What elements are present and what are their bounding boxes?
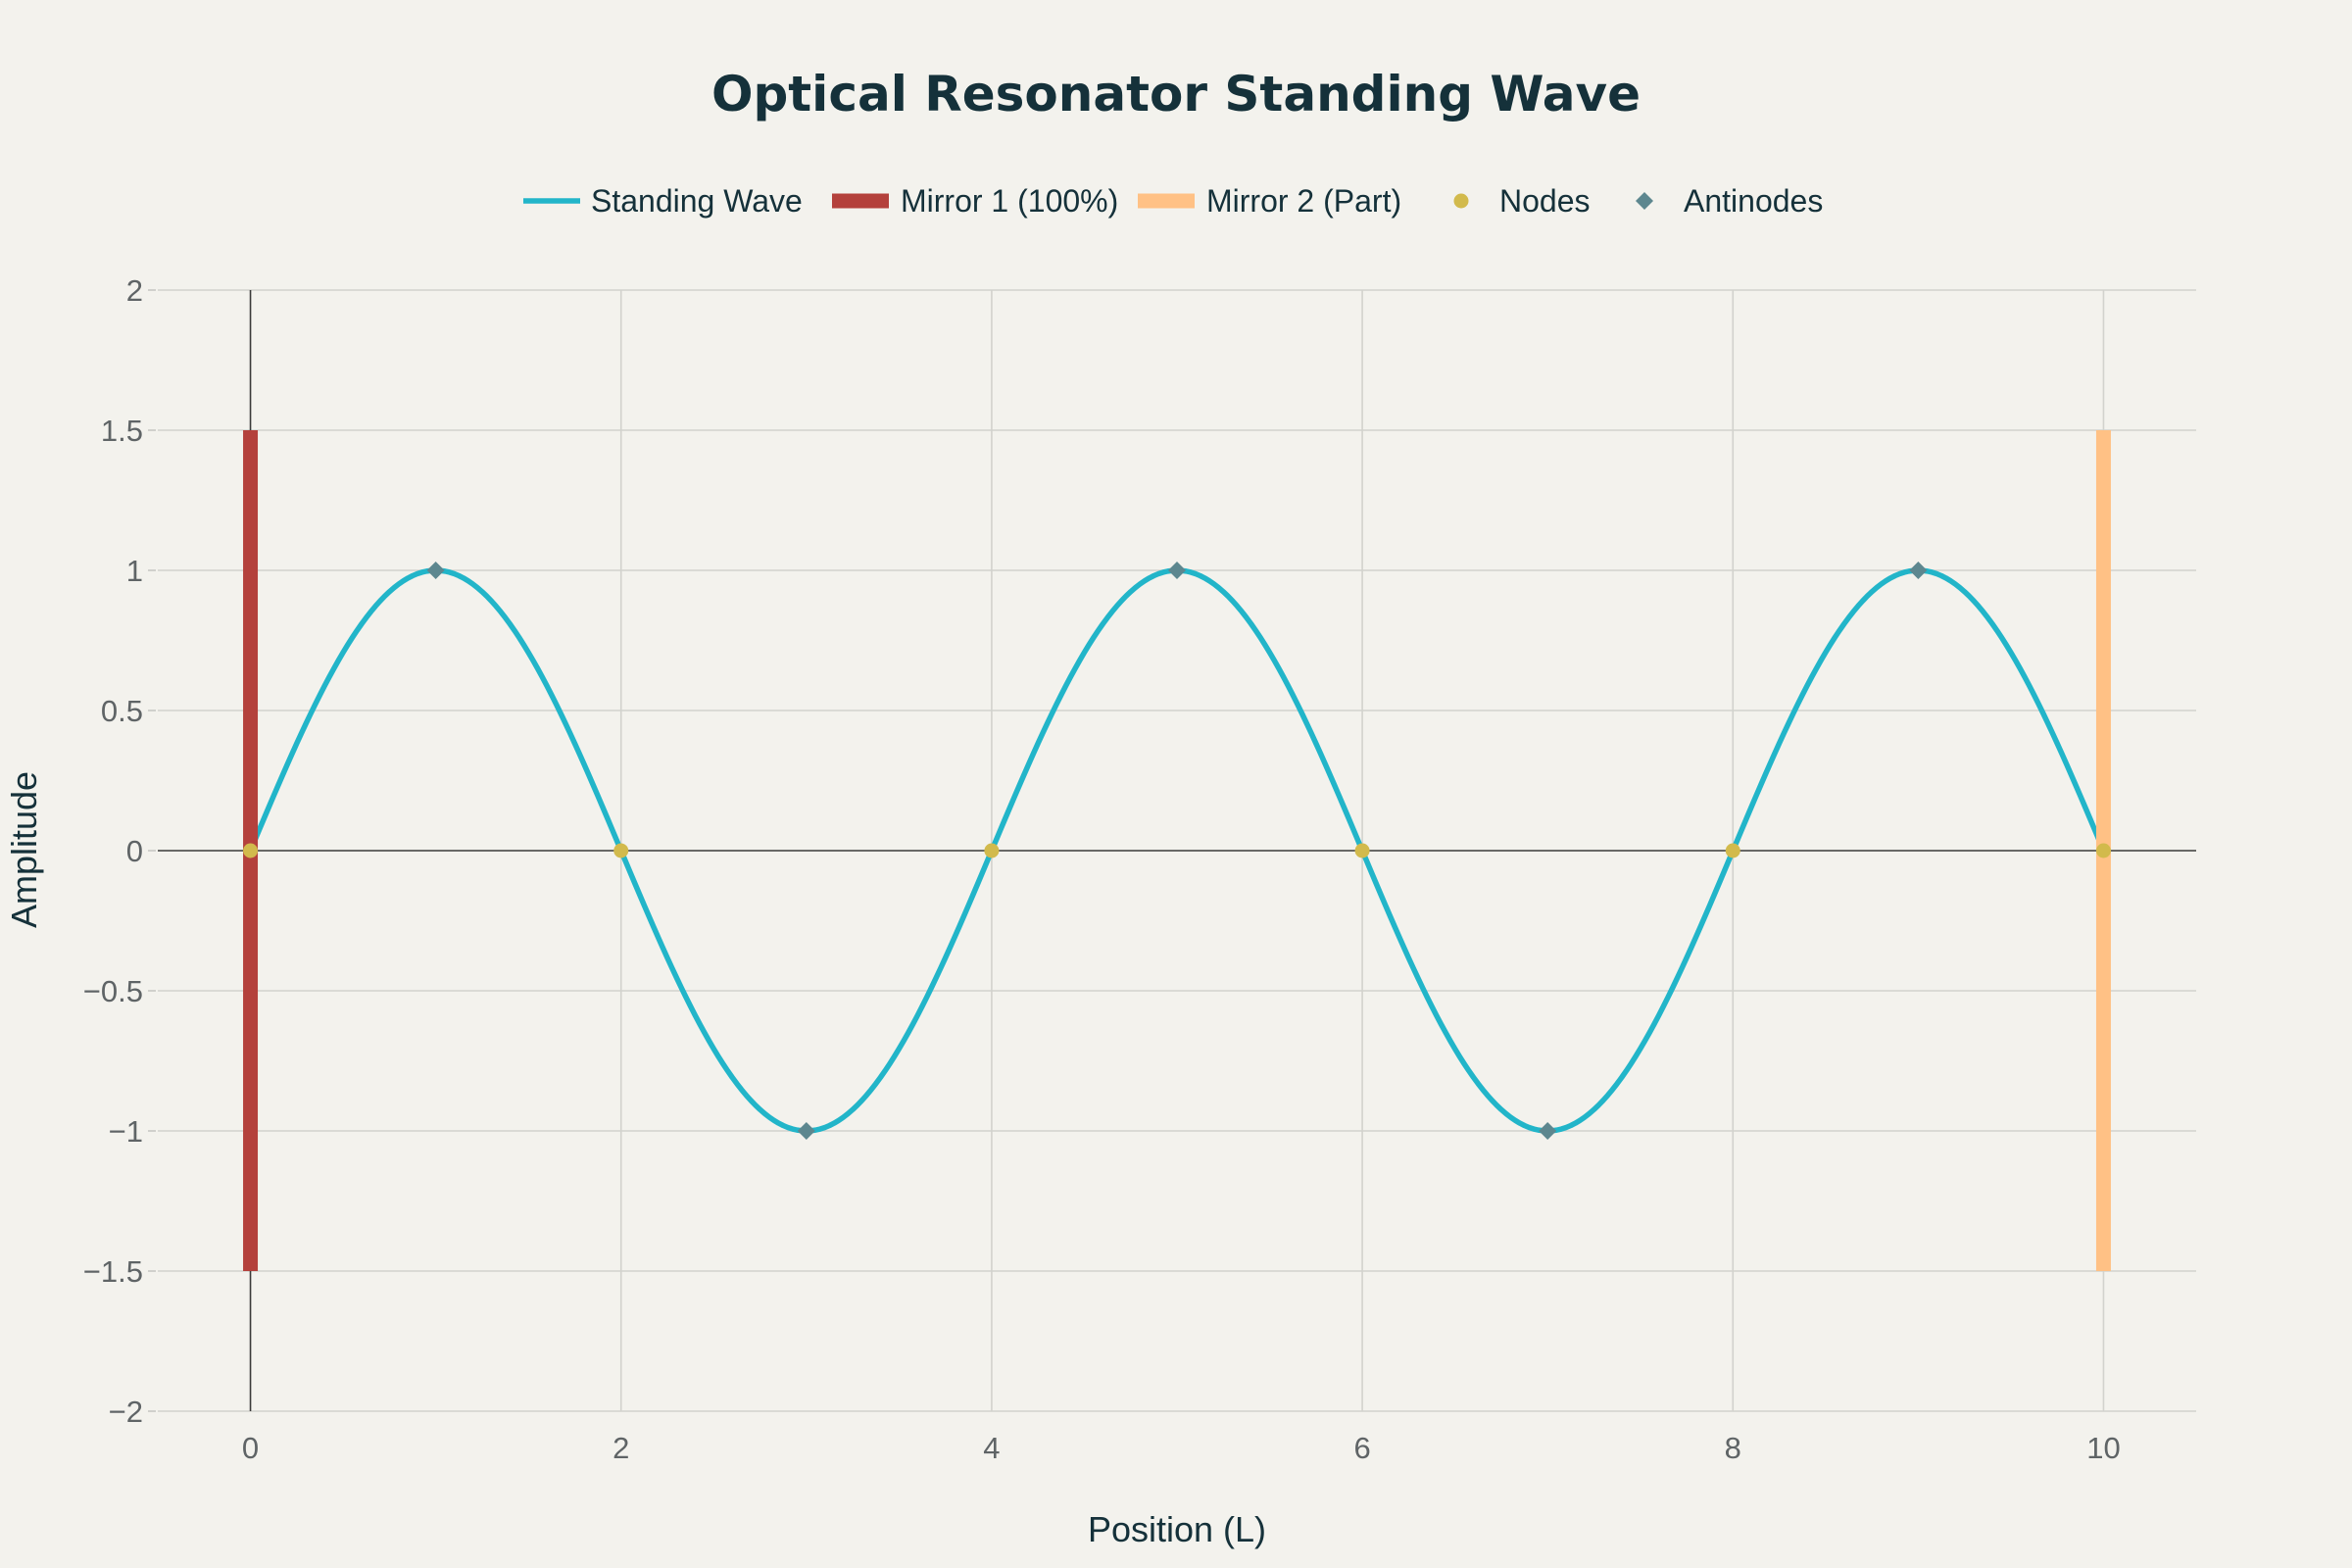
y-tick-label: −1 (109, 1114, 143, 1149)
y-tick-label: 1 (126, 554, 143, 588)
y-tick-label: 0 (126, 834, 143, 868)
legend-item[interactable]: Antinodes (1636, 183, 1823, 219)
y-tick-label: 1.5 (101, 414, 143, 448)
node-point (1354, 843, 1370, 858)
y-tick-label: 0.5 (101, 694, 143, 728)
x-tick-label: 0 (242, 1431, 259, 1465)
legend-swatch (1453, 193, 1469, 209)
legend-swatch (1636, 192, 1653, 210)
legend-item[interactable]: Standing Wave (523, 183, 803, 219)
plot-area (243, 430, 2111, 1271)
axes: 2 1.5 1 0.5 0 −0.5 −1 −1.5 −2 0 2 4 6 8 10 (83, 273, 2121, 1465)
antinode-point (1539, 1122, 1557, 1140)
x-tick-label: 6 (1353, 1431, 1370, 1465)
legend-item[interactable]: Nodes (1453, 183, 1591, 219)
node-point (1725, 843, 1740, 858)
x-tick-label: 8 (1725, 1431, 1741, 1465)
node-point (613, 843, 629, 858)
x-tick-label: 10 (2086, 1431, 2120, 1465)
node-point (984, 843, 1000, 858)
antinode-point (426, 562, 445, 579)
series-nodes (243, 843, 2111, 858)
y-tick-label: −2 (109, 1395, 143, 1429)
legend-item[interactable]: Mirror 1 (100%) (832, 183, 1118, 219)
legend-label: Mirror 2 (Part) (1206, 183, 1401, 219)
y-tick-label: −0.5 (83, 974, 143, 1008)
legend-label: Antinodes (1684, 183, 1823, 219)
node-point (243, 843, 259, 858)
legend-label: Mirror 1 (100%) (901, 183, 1118, 219)
legend-label: Standing Wave (591, 183, 803, 219)
x-tick-label: 2 (612, 1431, 629, 1465)
chart-title: Optical Resonator Standing Wave (711, 66, 1641, 122)
antinode-point (1168, 562, 1186, 579)
node-point (2095, 843, 2111, 858)
y-tick-label: −1.5 (83, 1254, 143, 1289)
x-tick-label: 4 (983, 1431, 1000, 1465)
grid-lines (158, 289, 2196, 1412)
y-axis-title: Amplitude (4, 771, 44, 928)
legend-label: Nodes (1499, 183, 1591, 219)
y-tick-label: 2 (126, 273, 143, 308)
series-antinodes (426, 562, 1928, 1140)
legend-item[interactable]: Mirror 2 (Part) (1138, 183, 1401, 219)
legend[interactable]: Standing Wave Mirror 1 (100%) Mirror 2 (Pa… (523, 183, 1823, 219)
x-axis-title: Position (L) (1088, 1509, 1266, 1549)
antinode-point (797, 1122, 815, 1140)
antinode-point (1909, 562, 1928, 579)
